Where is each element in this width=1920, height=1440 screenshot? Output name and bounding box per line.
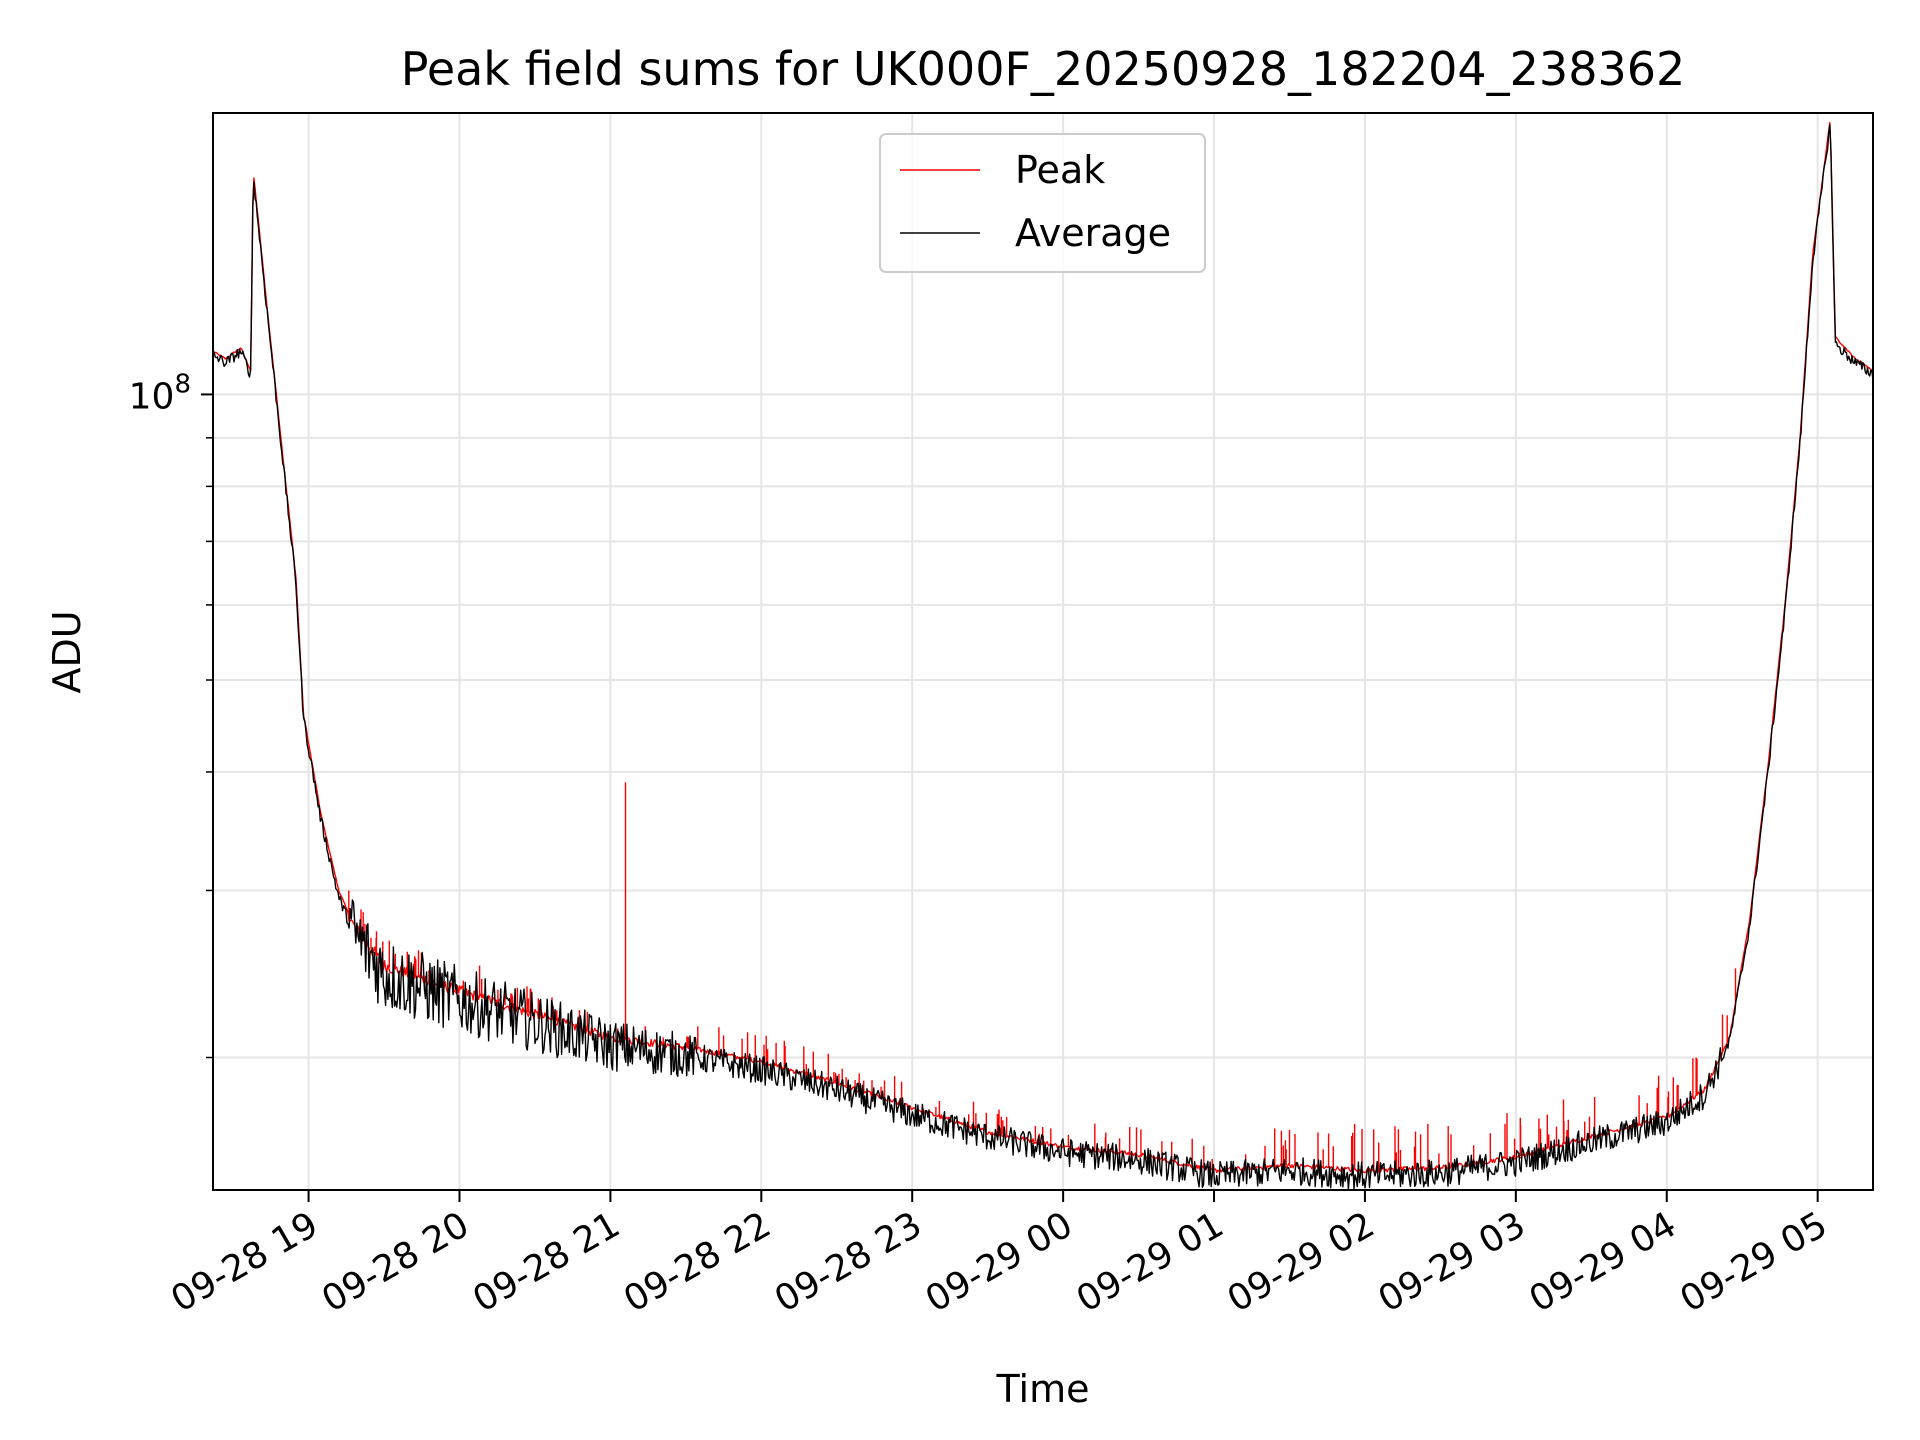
axes-frame	[212, 112, 1874, 1191]
legend-label-average: Average	[1015, 211, 1171, 255]
y-axis-label: ADU	[45, 610, 89, 693]
x-axis-label: Time	[996, 1367, 1090, 1411]
plot-area	[212, 121, 1874, 1190]
legend-box	[879, 133, 1206, 273]
series-line-average	[212, 124, 1874, 1190]
legend-label-peak: Peak	[1015, 148, 1105, 192]
y-tick-label: 108	[129, 369, 191, 417]
y-axis: 108	[129, 369, 213, 1059]
legend: Peak Average	[879, 133, 1206, 273]
chart-title: Peak field sums for UK000F_20250928_1822…	[401, 42, 1686, 96]
